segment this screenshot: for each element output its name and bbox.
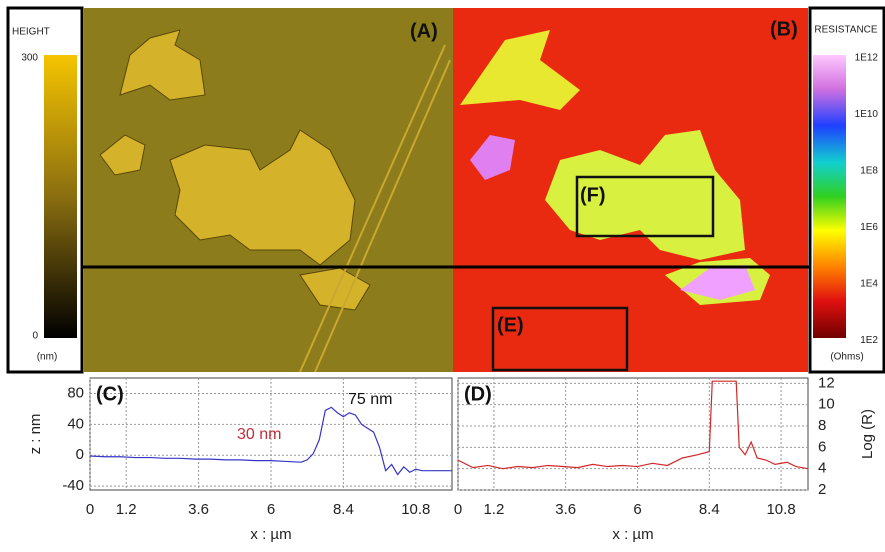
- x-axis-label: x : µm: [612, 526, 653, 543]
- chart-title: (C): [96, 383, 124, 405]
- x-tick-label: 0: [86, 501, 94, 518]
- y-tick-label: 40: [67, 415, 84, 432]
- annotation: 75 nm: [348, 391, 392, 408]
- flakes: [99, 29, 371, 311]
- colorbar-label: 1E10: [855, 109, 879, 120]
- colorbar-label: 1E6: [860, 222, 878, 233]
- region-box: [491, 306, 629, 372]
- colorbar-label: 1E4: [860, 279, 878, 290]
- annotation: 30 nm: [237, 426, 281, 443]
- y-tick-label: 2: [818, 481, 826, 498]
- x-tick-label: 6: [633, 501, 641, 518]
- y-axis-label: z : nm: [27, 414, 44, 455]
- panel-label: (B): [770, 18, 798, 40]
- resistance-colorbar: [813, 55, 846, 338]
- colorbar-label: 1E8: [860, 166, 878, 177]
- colorbar-label: 300: [21, 53, 38, 64]
- x-tick-label: 6: [267, 501, 275, 518]
- x-tick-label: 3.6: [555, 501, 576, 518]
- y-tick-label: -40: [62, 477, 84, 494]
- colorbar-label: 0: [32, 331, 38, 342]
- x-tick-label: 8.4: [333, 501, 354, 518]
- x-tick-label: 1.2: [483, 501, 504, 518]
- x-tick-label: 0: [454, 501, 462, 518]
- plot-area: [457, 377, 809, 491]
- x-tick-label: 1.2: [116, 501, 137, 518]
- y-tick-label: 0: [76, 446, 84, 463]
- chart-title: (D): [464, 383, 492, 405]
- x-tick-label: 10.8: [766, 501, 795, 518]
- y-tick-label: 4: [818, 460, 826, 477]
- region-box: [575, 175, 715, 238]
- conductive-regions: [460, 30, 770, 305]
- y-tick-label: 80: [67, 384, 84, 401]
- panel-label: (E): [497, 314, 524, 336]
- colorbar-unit: (Ohms): [830, 352, 863, 363]
- panel-label: (F): [580, 184, 606, 206]
- y-axis-label: Log (R): [859, 409, 876, 459]
- height-colorbar: [44, 55, 77, 338]
- colorbar-title: HEIGHT: [12, 27, 50, 38]
- x-axis-label: x : µm: [250, 526, 291, 543]
- x-tick-label: 10.8: [401, 501, 430, 518]
- y-tick-label: 10: [818, 396, 835, 413]
- colorbar-title: RESISTANCE: [814, 25, 877, 36]
- y-tick-label: 8: [818, 417, 826, 434]
- x-tick-label: 8.4: [699, 501, 720, 518]
- data-line: [89, 406, 452, 476]
- panel-label: (A): [410, 20, 438, 42]
- colorbar-unit: (nm): [37, 352, 58, 363]
- colorbar-label: 1E2: [860, 335, 878, 346]
- y-tick-label: 6: [818, 438, 826, 455]
- data-line: [457, 380, 809, 470]
- colorbar-label: 1E12: [855, 53, 879, 64]
- x-tick-label: 3.6: [188, 501, 209, 518]
- scratches: [299, 44, 451, 373]
- y-tick-label: 12: [818, 374, 835, 391]
